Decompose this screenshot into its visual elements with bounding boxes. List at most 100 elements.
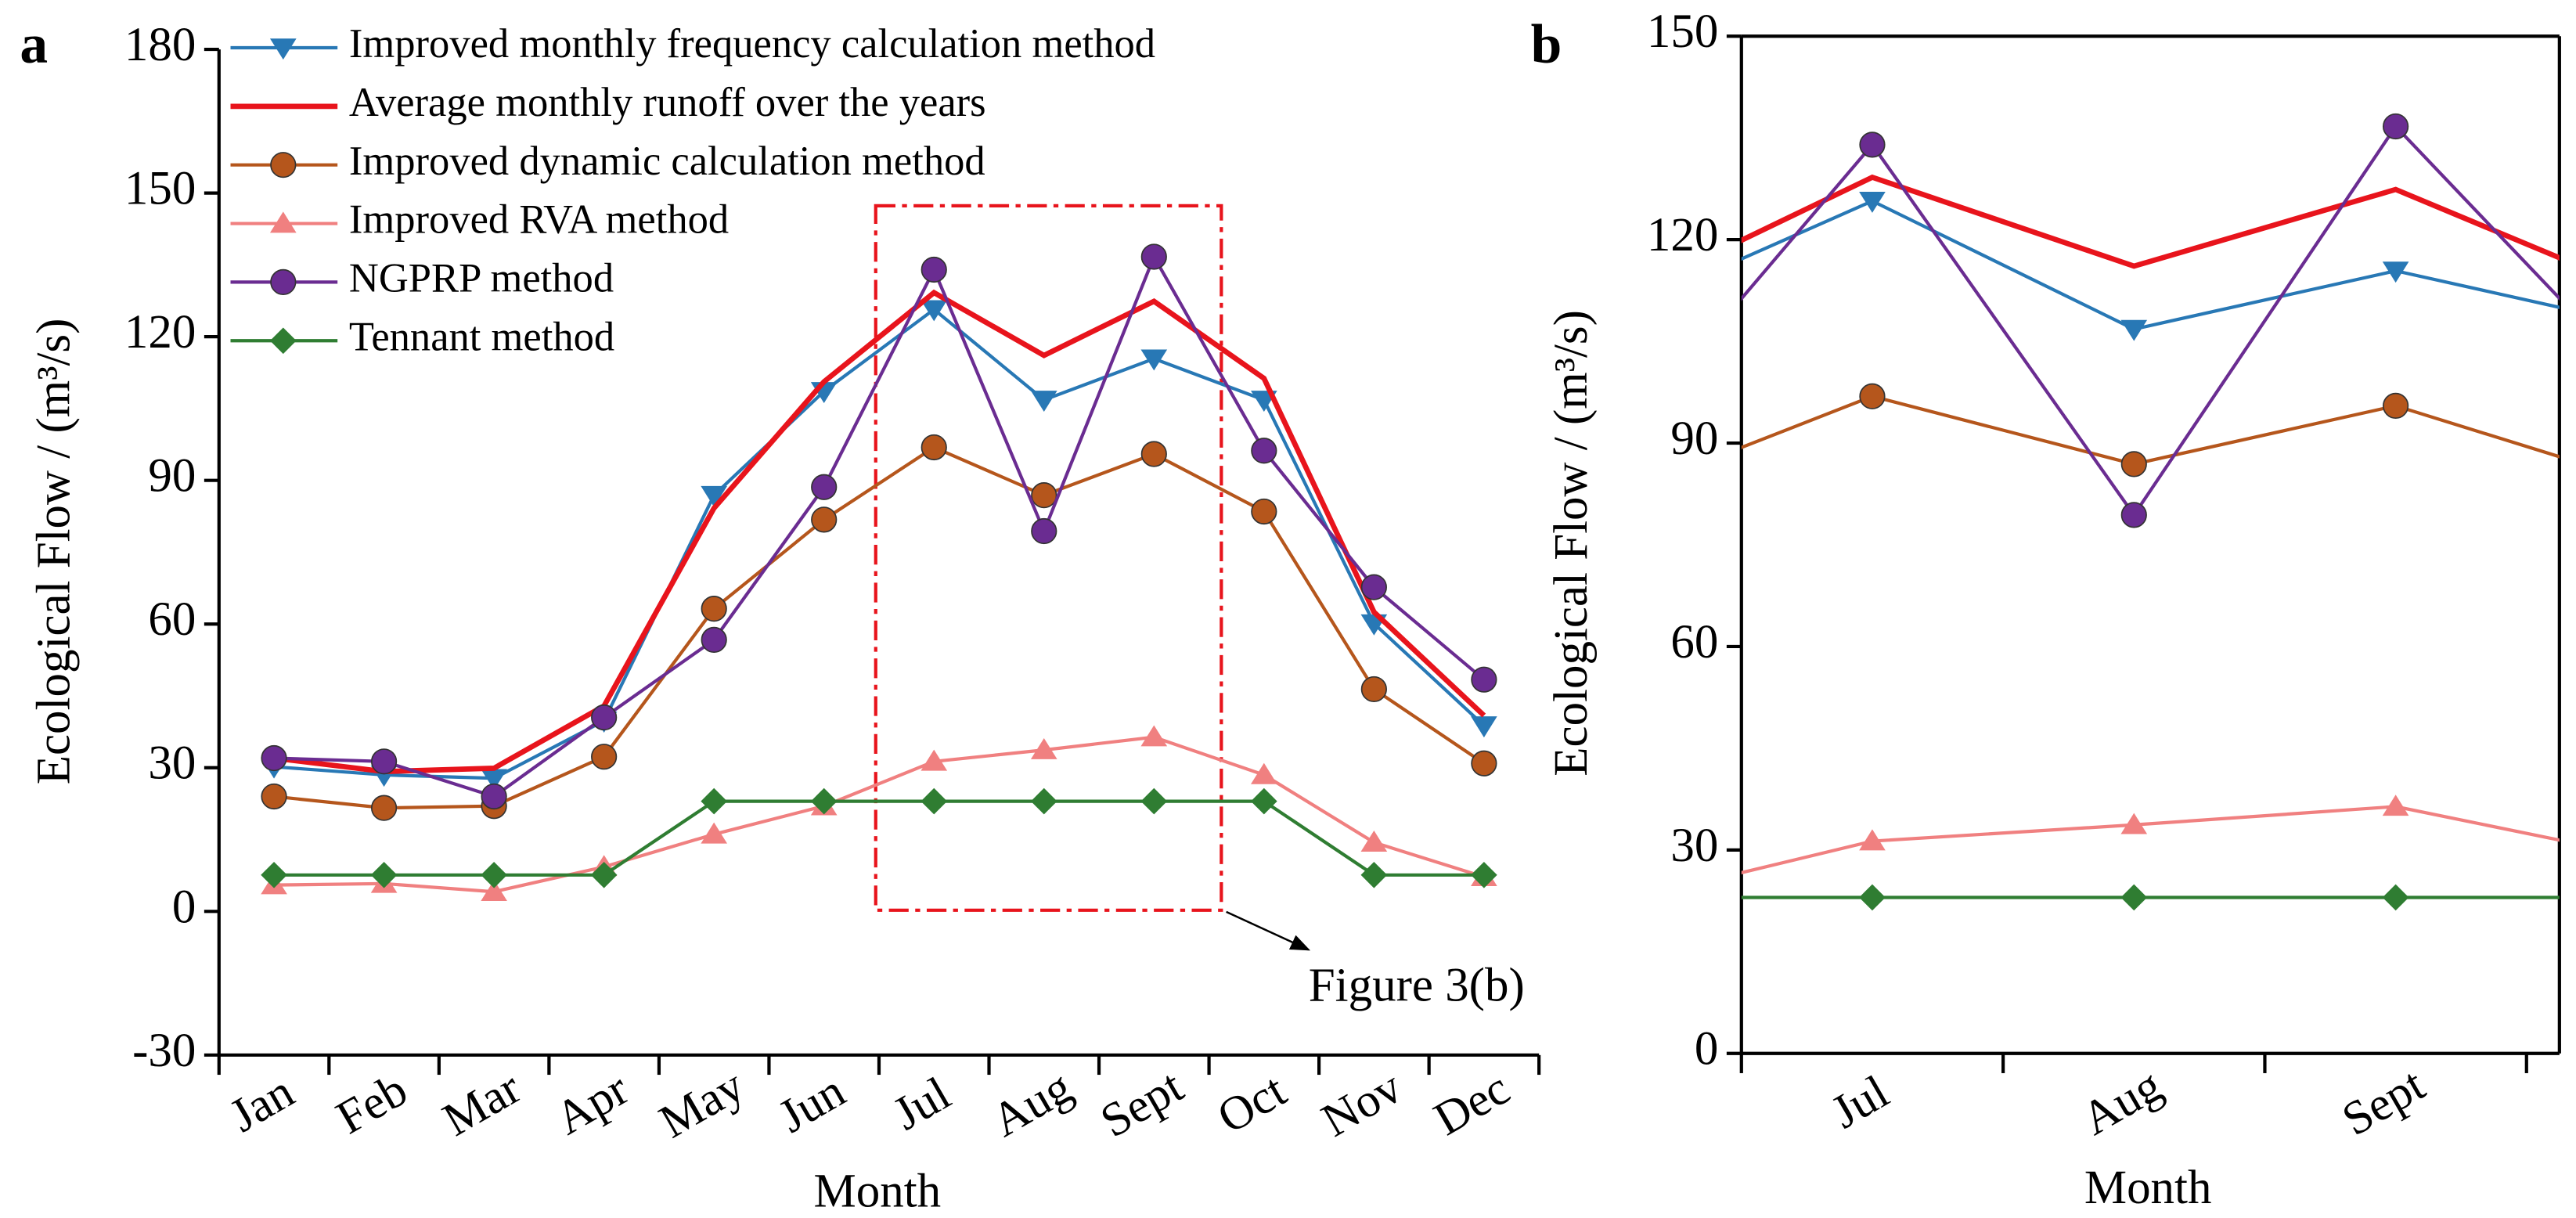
point	[2120, 813, 2148, 834]
point	[590, 861, 618, 888]
point	[1471, 861, 1497, 888]
point	[1251, 498, 1277, 525]
point	[1360, 574, 1387, 600]
x-tick-label: Dec	[1425, 1062, 1519, 1146]
point	[2120, 884, 2148, 911]
x-tick-label: Sept	[2334, 1058, 2434, 1146]
point	[1859, 191, 1886, 213]
point	[2382, 261, 2409, 283]
point	[1471, 716, 1497, 738]
series-line	[273, 445, 1486, 810]
point	[1598, 440, 1623, 465]
point	[1859, 884, 1886, 911]
x-tick-label: Feb	[328, 1063, 416, 1144]
point	[1140, 243, 1167, 270]
x-tick-label: Aug	[2073, 1059, 2171, 1146]
point	[1471, 750, 1497, 777]
point	[921, 787, 948, 815]
point	[921, 256, 947, 283]
point	[269, 327, 297, 355]
y-tick-label: 90	[148, 450, 196, 503]
series-line	[273, 307, 1486, 780]
point	[2120, 502, 2147, 528]
point	[1598, 308, 1624, 329]
arrow	[1226, 910, 1311, 951]
point	[1251, 787, 1277, 815]
panel-label: b	[1531, 13, 1562, 75]
panel-label: a	[20, 13, 48, 75]
point	[2382, 884, 2409, 911]
y-tick-label: 0	[1695, 1023, 1718, 1076]
point	[1140, 349, 1168, 371]
point	[481, 769, 507, 791]
x-tick-label: Jul	[1823, 1065, 1897, 1139]
point	[810, 787, 838, 815]
x-tick-label: May	[651, 1059, 754, 1148]
point	[701, 822, 728, 844]
point	[811, 474, 838, 500]
plot-area	[1598, 113, 2560, 911]
legend-label: Improved dynamic calculation method	[349, 139, 985, 184]
legend-label: Improved RVA method	[349, 197, 729, 243]
y-axis-title: Ecological Flow / (m³/s)	[1545, 310, 1598, 777]
x-tick-label: Mar	[434, 1061, 529, 1147]
point	[370, 861, 398, 888]
point	[481, 861, 507, 888]
y-tick-label: 30	[148, 737, 196, 790]
point	[270, 152, 297, 178]
point	[481, 783, 507, 810]
series-line	[1741, 805, 2560, 875]
legend-label: Average monthly runoff over the years	[349, 80, 986, 125]
y-axis-title: Ecological Flow / (m³/s)	[27, 319, 80, 785]
point	[2120, 451, 2147, 477]
y-tick-label: 0	[172, 881, 196, 933]
point	[370, 795, 398, 821]
point	[1140, 725, 1168, 747]
point	[1251, 762, 1277, 784]
point	[701, 626, 727, 654]
x-axis-title: Month	[2084, 1162, 2212, 1214]
point	[1360, 676, 1387, 703]
y-tick-label: 180	[124, 19, 196, 71]
y-tick-label: 60	[148, 593, 196, 646]
point	[1030, 737, 1057, 759]
point	[1859, 132, 1886, 158]
point	[701, 596, 727, 622]
point	[1030, 391, 1057, 413]
point	[1031, 517, 1057, 545]
point	[1031, 482, 1057, 509]
point	[1859, 383, 1886, 409]
point	[701, 787, 728, 815]
annotation: Figure 3(b)	[1309, 959, 1525, 1011]
x-tick-label: Oct	[1209, 1064, 1295, 1144]
x-axis-title: Month	[814, 1165, 942, 1217]
x-tick-label: Apr	[546, 1063, 637, 1145]
y-tick-label: 30	[1670, 820, 1718, 872]
legend-label: NGPRP method	[349, 255, 614, 301]
x-tick-label: Jun	[770, 1065, 854, 1143]
point	[701, 485, 728, 507]
legend-label: Tennant method	[349, 314, 614, 359]
series-line	[1741, 199, 2560, 331]
y-tick-label: 60	[1670, 616, 1718, 668]
point	[261, 744, 287, 772]
point	[2383, 392, 2409, 420]
point	[1251, 438, 1277, 464]
point	[269, 38, 297, 60]
point	[921, 300, 948, 322]
series-line	[274, 735, 1485, 894]
point	[811, 506, 838, 533]
point	[1598, 885, 1624, 911]
zoom-box	[874, 204, 1223, 912]
point	[370, 748, 398, 775]
x-tick-label: Nov	[1313, 1061, 1411, 1148]
point	[1598, 486, 1623, 511]
y-tick-label: 150	[1647, 5, 1718, 58]
x-tick-label: Jul	[884, 1068, 959, 1141]
point	[1360, 831, 1388, 852]
x-tick-label: Sept	[1092, 1060, 1191, 1148]
point	[921, 434, 947, 461]
point	[1859, 829, 1886, 851]
point	[481, 880, 507, 901]
x-tick-label: Jan	[222, 1065, 303, 1143]
